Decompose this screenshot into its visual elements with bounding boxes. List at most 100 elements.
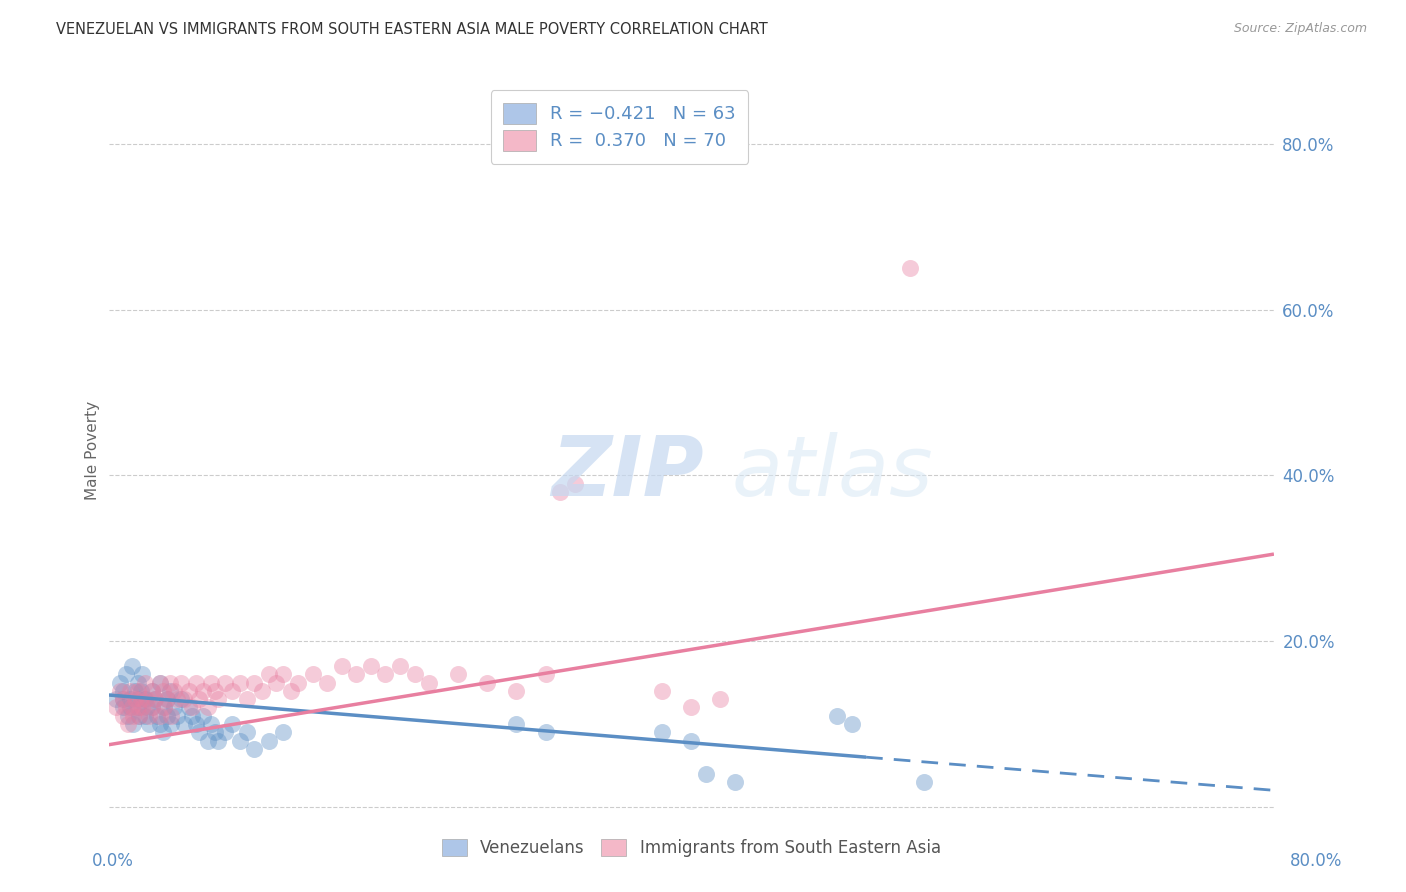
Point (138, 717, 160, 731)
Point (193, 683, 215, 698)
Point (207, 733, 229, 747)
Legend: R = −0.421   N = 63, R =  0.370   N = 70: R = −0.421 N = 63, R = 0.370 N = 70 (491, 90, 748, 163)
Point (152, 683, 174, 698)
Point (166, 692, 188, 706)
Point (138, 708, 160, 723)
Point (117, 717, 139, 731)
Point (129, 683, 152, 698)
Point (330, 659, 353, 673)
Point (273, 725, 295, 739)
Point (141, 683, 163, 698)
Point (187, 725, 209, 739)
Point (149, 708, 172, 723)
Point (724, 775, 747, 789)
Point (141, 683, 163, 698)
Point (112, 692, 135, 706)
Point (243, 675, 266, 690)
Point (229, 733, 252, 747)
Point (505, 683, 527, 698)
Point (173, 692, 195, 706)
Point (110, 683, 132, 698)
Point (200, 675, 222, 690)
Point (104, 692, 127, 706)
Point (477, 675, 499, 690)
Point (149, 675, 172, 690)
Point (197, 733, 219, 747)
Point (709, 692, 731, 706)
Point (207, 692, 229, 706)
Point (221, 717, 243, 731)
Point (193, 708, 215, 723)
Point (122, 708, 145, 723)
Point (163, 700, 186, 714)
Point (180, 708, 202, 723)
Point (243, 742, 266, 756)
Point (681, 700, 703, 714)
Point (257, 667, 280, 681)
Point (127, 700, 149, 714)
Point (841, 717, 863, 731)
Point (152, 725, 174, 739)
Point (112, 692, 135, 706)
Point (681, 733, 703, 747)
Point (141, 700, 163, 714)
Point (360, 659, 382, 673)
Text: VENEZUELAN VS IMMIGRANTS FROM SOUTH EASTERN ASIA MALE POVERTY CORRELATION CHART: VENEZUELAN VS IMMIGRANTS FROM SOUTH EAST… (56, 22, 768, 37)
Point (204, 683, 226, 698)
Point (651, 683, 673, 698)
Point (134, 692, 156, 706)
Point (156, 692, 179, 706)
Point (287, 675, 309, 690)
Point (184, 717, 207, 731)
Point (153, 700, 176, 714)
Point (156, 692, 179, 706)
Point (122, 717, 145, 731)
Point (184, 675, 207, 690)
Point (153, 700, 176, 714)
Point (166, 708, 188, 723)
Point (120, 683, 142, 698)
Point (156, 708, 179, 723)
Point (316, 675, 339, 690)
Point (214, 725, 236, 739)
Point (180, 700, 202, 714)
Point (124, 692, 146, 706)
Point (149, 675, 172, 690)
Point (898, 261, 921, 276)
Point (564, 476, 586, 491)
Point (214, 675, 236, 690)
Point (236, 692, 259, 706)
Point (273, 667, 295, 681)
Point (825, 708, 848, 723)
Point (127, 675, 149, 690)
Text: 0.0%: 0.0% (91, 852, 134, 870)
Point (695, 766, 717, 780)
Point (912, 775, 935, 789)
Text: Source: ZipAtlas.com: Source: ZipAtlas.com (1233, 22, 1367, 36)
Point (221, 683, 243, 698)
Point (173, 717, 195, 731)
Point (548, 484, 571, 499)
Point (129, 692, 152, 706)
Point (447, 667, 470, 681)
Point (112, 700, 135, 714)
Point (250, 683, 273, 698)
Point (388, 659, 411, 673)
Point (124, 683, 146, 698)
Point (534, 667, 557, 681)
Point (145, 708, 167, 723)
Y-axis label: Male Poverty: Male Poverty (86, 401, 100, 500)
Point (204, 725, 226, 739)
Point (200, 717, 222, 731)
Point (112, 708, 135, 723)
Point (229, 675, 252, 690)
Point (170, 692, 193, 706)
Point (534, 725, 557, 739)
Point (115, 700, 138, 714)
Point (104, 700, 127, 714)
Text: ZIP: ZIP (551, 433, 704, 513)
Text: 80.0%: 80.0% (1291, 852, 1343, 870)
Point (177, 683, 200, 698)
Point (160, 708, 183, 723)
Point (112, 683, 135, 698)
